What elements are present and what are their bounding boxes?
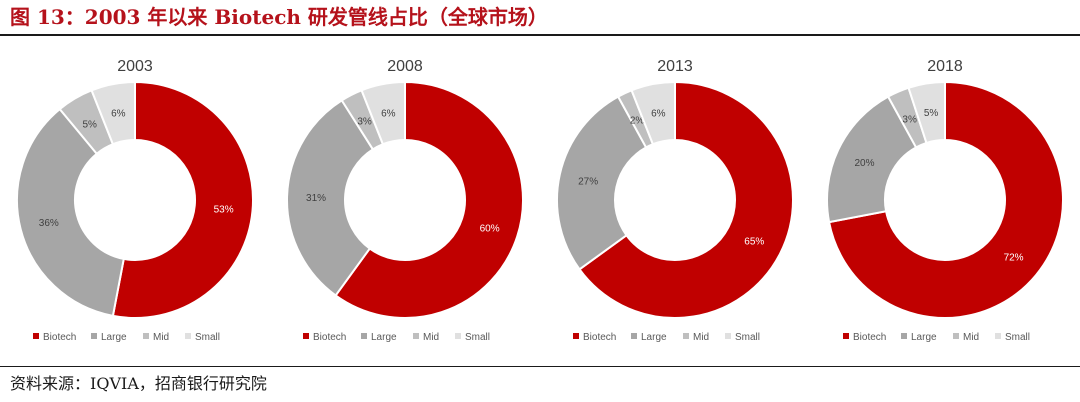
legend-item-large: Large <box>91 332 127 343</box>
chart-title: 2018 <box>927 58 963 75</box>
legend-item-small: Small <box>185 332 220 343</box>
chart-title: 2008 <box>387 58 423 75</box>
legend-label: Biotech <box>853 332 886 343</box>
donut-chart-2018: 2018 72% 20% 3% 5% Biotech Large Mid Small <box>810 40 1080 362</box>
slice-biotech <box>827 80 1064 319</box>
legend-swatch <box>361 333 367 339</box>
slice-label-biotech: 53% <box>214 204 234 215</box>
legend-swatch <box>413 333 419 339</box>
figure-title: 图 13：2003 年以来 Biotech 研发管线占比（全球市场） <box>10 5 548 29</box>
source-note: 资料来源：IQVIA，招商银行研究院 <box>10 374 267 393</box>
legend-swatch <box>953 333 959 339</box>
donut-charts-area: 2003 53% 36% 5% 6% Biotech Large Mid Small 2008 60… <box>0 40 1080 362</box>
title-divider <box>0 34 1080 36</box>
legend-item-biotech: Biotech <box>33 332 76 343</box>
legend-item-small: Small <box>725 332 760 343</box>
slice-small <box>907 80 946 145</box>
legend-item-small: Small <box>455 332 490 343</box>
legend-swatch <box>631 333 637 339</box>
legend-label: Small <box>735 332 760 343</box>
slice-small <box>630 80 676 146</box>
slice-label-mid: 2% <box>630 115 645 126</box>
slice-label-large: 27% <box>578 177 598 188</box>
legend-swatch <box>725 333 731 339</box>
slice-label-small: 5% <box>924 108 939 119</box>
legend-item-biotech: Biotech <box>303 332 346 343</box>
slice-label-small: 6% <box>381 109 396 120</box>
legend-item-biotech: Biotech <box>573 332 616 343</box>
legend-item-mid: Mid <box>413 332 439 343</box>
legend-item-biotech: Biotech <box>843 332 886 343</box>
slice-small <box>90 80 136 146</box>
legend-item-mid: Mid <box>143 332 169 343</box>
chart-title: 2003 <box>117 58 153 75</box>
legend-item-large: Large <box>631 332 667 343</box>
slice-label-mid: 3% <box>902 114 917 125</box>
slice-label-biotech: 60% <box>480 224 500 235</box>
legend-swatch <box>683 333 689 339</box>
slice-large <box>556 95 648 271</box>
legend-swatch <box>843 333 849 339</box>
slice-label-small: 6% <box>651 109 666 120</box>
legend-item-mid: Mid <box>683 332 709 343</box>
legend-swatch <box>33 333 39 339</box>
legend-item-large: Large <box>361 332 397 343</box>
slice-label-large: 20% <box>854 158 874 169</box>
slice-biotech <box>111 80 254 319</box>
legend-label: Large <box>101 332 127 343</box>
legend-swatch <box>573 333 579 339</box>
slice-large <box>826 95 918 224</box>
legend-label: Biotech <box>43 332 76 343</box>
donut-svg: 2003 53% 36% 5% 6% Biotech Large Mid Small <box>16 58 254 343</box>
legend-label: Small <box>1005 332 1030 343</box>
legend-label: Biotech <box>583 332 616 343</box>
slice-large <box>16 107 125 318</box>
legend-item-small: Small <box>995 332 1030 343</box>
legend-swatch <box>143 333 149 339</box>
legend-label: Mid <box>423 332 439 343</box>
slice-label-mid: 3% <box>357 117 372 128</box>
slice-biotech <box>334 80 524 319</box>
legend-swatch <box>455 333 461 339</box>
legend-swatch <box>91 333 97 339</box>
legend-item-large: Large <box>901 332 937 343</box>
slice-biotech <box>578 80 794 319</box>
chart-title: 2013 <box>657 58 693 75</box>
legend-label: Large <box>371 332 397 343</box>
legend-item-mid: Mid <box>953 332 979 343</box>
legend-swatch <box>901 333 907 339</box>
legend-label: Large <box>911 332 937 343</box>
slice-label-mid: 5% <box>82 119 97 130</box>
slice-label-large: 31% <box>306 193 326 204</box>
source-divider <box>0 366 1080 367</box>
slice-large <box>286 98 375 297</box>
legend-label: Mid <box>963 332 979 343</box>
donut-chart-2003: 2003 53% 36% 5% 6% Biotech Large Mid Small <box>0 40 270 362</box>
legend-swatch <box>995 333 1001 339</box>
slice-small <box>360 80 406 146</box>
slice-label-small: 6% <box>111 109 126 120</box>
legend-label: Biotech <box>313 332 346 343</box>
legend-label: Mid <box>693 332 709 343</box>
donut-svg: 2008 60% 31% 3% 6% Biotech Large Mid Small <box>286 58 524 343</box>
donut-chart-2013: 2013 65% 27% 2% 6% Biotech Large Mid Small <box>540 40 810 362</box>
slice-label-large: 36% <box>39 218 59 229</box>
donut-chart-2008: 2008 60% 31% 3% 6% Biotech Large Mid Small <box>270 40 540 362</box>
legend-swatch <box>185 333 191 339</box>
slice-label-biotech: 72% <box>1004 253 1024 264</box>
donut-svg: 2013 65% 27% 2% 6% Biotech Large Mid Small <box>556 58 794 343</box>
slice-label-biotech: 65% <box>744 236 764 247</box>
legend-label: Large <box>641 332 667 343</box>
donut-svg: 2018 72% 20% 3% 5% Biotech Large Mid Small <box>826 58 1064 343</box>
legend-label: Small <box>465 332 490 343</box>
legend-swatch <box>303 333 309 339</box>
legend-label: Small <box>195 332 220 343</box>
legend-label: Mid <box>153 332 169 343</box>
